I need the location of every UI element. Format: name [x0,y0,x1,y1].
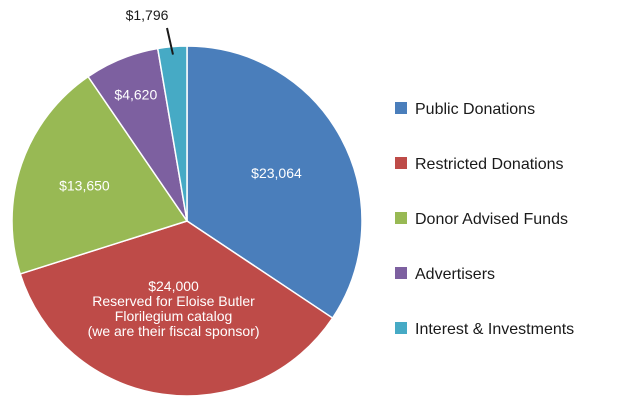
data-label-advertisers: $4,620 [114,86,157,102]
legend-swatch-restricted-donations [395,157,407,169]
data-label-interest-and-investments: $1,796 [126,7,169,23]
legend-swatch-advertisers [395,267,407,279]
legend-label-advertisers: Advertisers [415,266,495,283]
legend-swatch-donor-advised-funds [395,212,407,224]
data-label-donor-advised-funds: $13,650 [59,178,110,194]
legend-swatch-interest-and-investments [395,322,407,334]
leader-line-interest-and-investments [166,27,174,55]
pie-data-labels: $23,064 $24,000 Reserved for Eloise Butler… [59,7,302,339]
data-label-restricted-donations: $24,000 Reserved for Eloise Butler Florile… [88,278,260,339]
legend-label-interest-and-investments: Interest & Investments [415,321,574,338]
legend-label-public-donations: Public Donations [415,101,535,118]
legend: Public Donations Restricted Donations Dono… [395,101,574,338]
legend-label-donor-advised-funds: Donor Advised Funds [415,211,568,228]
legend-label-restricted-donations: Restricted Donations [415,156,564,173]
slice-restricted-donations [19,220,334,397]
slice-donor-advised-funds [11,75,189,275]
pie-slices [11,45,363,397]
legend-swatch-public-donations [395,102,407,114]
data-label-public-donations: $23,064 [251,165,302,181]
slice-interest-and-investments [156,45,188,222]
